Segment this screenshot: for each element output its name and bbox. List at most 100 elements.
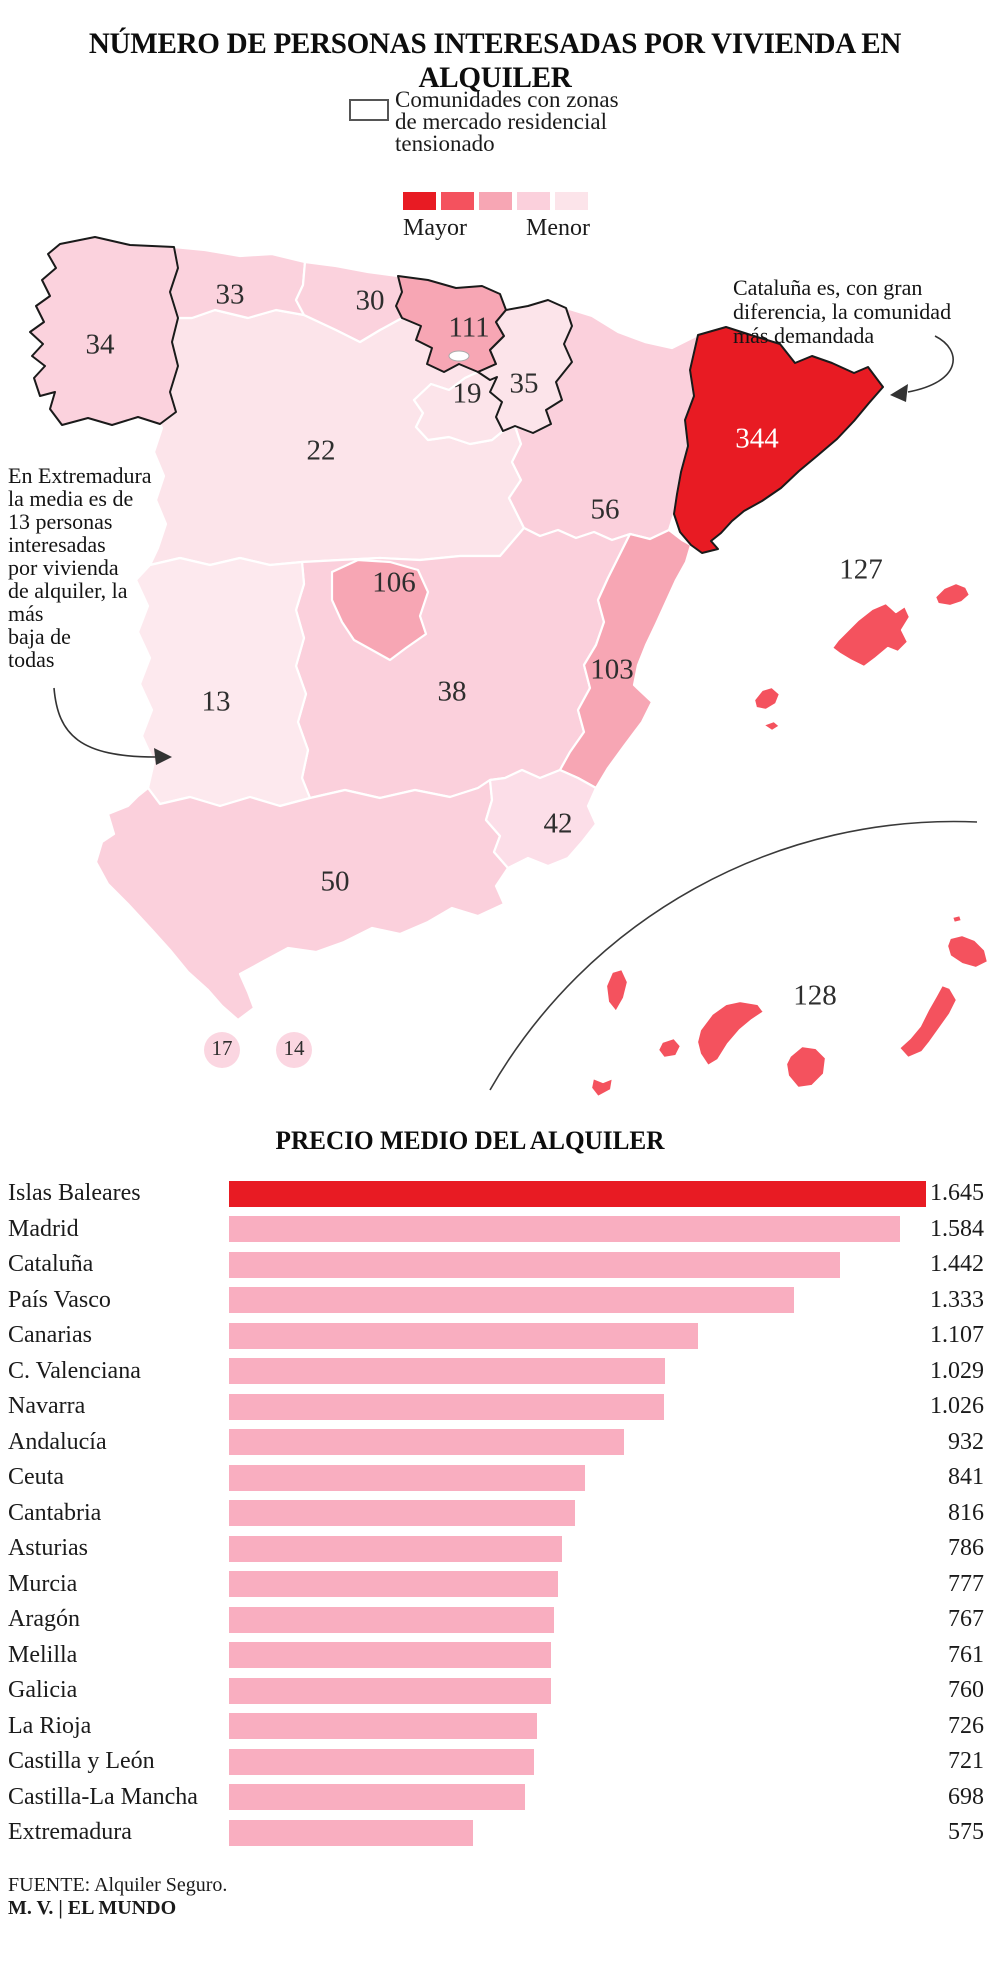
map-value-label-cantabria: 30 (356, 285, 385, 317)
trevino-enclave (448, 350, 470, 362)
annotation-line: diferencia, la comunidad (733, 299, 952, 324)
map-region-cantabria (294, 260, 404, 344)
bar-value-label: 841 (948, 1464, 984, 1491)
map-region-canarias (589, 1076, 615, 1099)
bar-category-label: Andalucía (8, 1428, 107, 1455)
annotation-line: 13 personas (8, 509, 113, 534)
extremadura-annotation: En Extremadura la media es de 13 personas i… (8, 464, 193, 671)
bar-value-label: 816 (948, 1499, 984, 1526)
bar-fill (229, 1180, 926, 1207)
bar-row: Cataluña 1.442 (0, 1247, 990, 1283)
bar-track (222, 1247, 926, 1283)
map-value-label-madrid: 106 (372, 567, 416, 599)
annotation-line: interesadas (8, 532, 106, 557)
bar-category-label: Navarra (8, 1393, 86, 1420)
bar-fill (229, 1464, 585, 1491)
bar-track (222, 1460, 926, 1496)
bar-value-label: 761 (948, 1641, 984, 1668)
map-value-label-galicia: 34 (86, 329, 116, 361)
bar-category-label: Islas Baleares (8, 1180, 141, 1207)
bar-value-label: 760 (948, 1677, 984, 1704)
bar-row: Andalucía 932 (0, 1425, 990, 1461)
scale-swatch-1 (403, 192, 436, 210)
extremadura-annotation-arrow (53, 687, 172, 765)
bar-fill (229, 1535, 562, 1562)
map-value-label-c-valenciana: 103 (590, 654, 634, 686)
page-title: NÚMERO DE PERSONAS INTERESADAS POR VIVIE… (88, 27, 902, 94)
bar-category-label: Aragón (8, 1606, 80, 1633)
bar-value-label: 1.107 (930, 1322, 984, 1349)
bar-track (222, 1176, 926, 1212)
map-region-c-valenciana (558, 528, 693, 790)
bar-value-label: 1.584 (930, 1215, 984, 1242)
bar-track (222, 1638, 926, 1674)
bar-row: C. Valenciana 1.029 (0, 1354, 990, 1390)
bar-fill (229, 1713, 537, 1740)
map-value-label-ceuta: 17 (212, 1036, 233, 1060)
map-region-islas-baleares (830, 601, 912, 669)
bar-value-label: 1.026 (930, 1393, 984, 1420)
annotation-line: más (8, 601, 44, 626)
map-region-madrid (330, 558, 430, 662)
map-region-canarias (656, 1036, 683, 1060)
map-region-canarias (784, 1044, 828, 1090)
bar-category-label: Castilla y León (8, 1748, 155, 1775)
map-value-label-asturias: 33 (216, 279, 245, 311)
bar-row: Cantabria 816 (0, 1496, 990, 1532)
bar-fill (229, 1677, 551, 1704)
bar-value-label: 726 (948, 1712, 984, 1739)
catalunya-annotation-arrow (890, 335, 954, 402)
bar-fill (229, 1784, 525, 1811)
map-value-label-murcia: 42 (544, 808, 573, 840)
bar-category-label: Madrid (8, 1215, 79, 1242)
annotation-line: más demandada (733, 323, 875, 348)
map-region-galicia (29, 236, 179, 426)
annotation-line: de alquiler, la (8, 578, 128, 603)
bar-category-label: La Rioja (8, 1712, 92, 1739)
bar-track (222, 1354, 926, 1390)
bar-fill (229, 1216, 900, 1243)
bar-track (222, 1567, 926, 1603)
bar-row: Madrid 1.584 (0, 1212, 990, 1248)
tensioned-legend-line: Comunidades con zonas (395, 87, 619, 112)
bar-fill (229, 1393, 664, 1420)
bar-row: Extremadura 575 (0, 1815, 990, 1851)
catalunya-annotation: Cataluña es, con gran diferencia, la comu… (733, 276, 983, 348)
bar-fill (229, 1287, 794, 1314)
bar-fill (229, 1322, 698, 1349)
bar-value-label: 1.333 (930, 1286, 984, 1313)
bar-track (222, 1425, 926, 1461)
map-value-label-melilla: 14 (284, 1036, 306, 1060)
bar-fill (229, 1358, 665, 1385)
bar-category-label: Extremadura (8, 1819, 132, 1846)
bar-row: Navarra 1.026 (0, 1389, 990, 1425)
map-region-islas-baleares (761, 719, 782, 733)
bar-row: La Rioja 726 (0, 1709, 990, 1745)
bar-track (222, 1389, 926, 1425)
bar-row: Murcia 777 (0, 1567, 990, 1603)
bar-track (222, 1318, 926, 1354)
map-region-cataluna (673, 326, 884, 554)
bar-category-label: Cataluña (8, 1251, 94, 1278)
map-region-melilla (276, 1032, 312, 1068)
scale-label-menor: Menor (526, 215, 590, 241)
bar-track (222, 1780, 926, 1816)
map-value-label-extremadura: 13 (202, 686, 231, 718)
scale-swatch-3 (479, 192, 512, 210)
map-value-label-la-rioja: 19 (453, 378, 482, 410)
map-region-navarra (477, 299, 573, 434)
color-scale (403, 192, 588, 210)
canarias-separator-arc (489, 820, 978, 1091)
map-value-label-pais-vasco: 111 (448, 312, 489, 344)
annotation-line: por vivienda (8, 555, 119, 580)
scale-swatch-2 (441, 192, 474, 210)
bar-track (222, 1283, 926, 1319)
bar-category-label: Murcia (8, 1570, 78, 1597)
map-region-islas-baleares (752, 685, 782, 712)
bar-value-label: 777 (948, 1570, 984, 1597)
bar-category-label: Melilla (8, 1641, 78, 1668)
bar-track (222, 1744, 926, 1780)
bar-chart-title: PRECIO MEDIO DEL ALQUILER (275, 1126, 665, 1155)
annotation-line: la media es de (8, 486, 134, 511)
bar-category-label: País Vasco (8, 1286, 111, 1313)
